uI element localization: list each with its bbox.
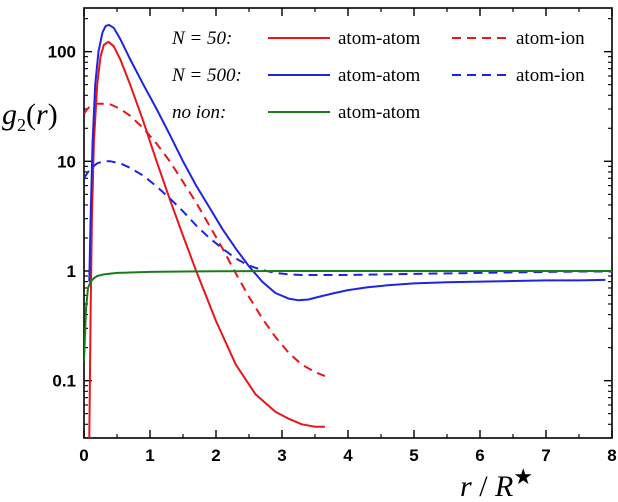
x-tick-label: 1 [145, 446, 154, 465]
legend-dashed-label: atom-ion [516, 28, 585, 49]
legend-group-label: no ion: [172, 102, 226, 123]
x-tick-label: 6 [475, 446, 484, 465]
n-50-atom-ion-line [84, 102, 326, 378]
series-group [84, 24, 612, 438]
y-tick-label: 0.1 [52, 372, 76, 391]
legend-solid-label: atom-atom [338, 65, 421, 86]
x-tick-label: 0 [79, 446, 88, 465]
legend: N = 50: atom-atom atom-ion N = 500: atom-ato… [171, 28, 585, 123]
legend-group-label: N = 50: [171, 28, 232, 49]
y-tick-label: 1 [67, 262, 76, 281]
axis-ticks: 0 1 2 3 4 5 6 7 8 0.1 1 10 100 [48, 8, 617, 465]
x-tick-label: 8 [607, 446, 616, 465]
x-tick-label: 5 [409, 446, 418, 465]
x-tick-label: 3 [277, 446, 286, 465]
n-500-atom-atom-line [88, 24, 606, 302]
n-500-atom-ion-line [84, 160, 612, 276]
no-ion-atom-atom-line [84, 270, 612, 362]
y-tick-label: 10 [57, 152, 76, 171]
x-tick-label: 7 [541, 446, 550, 465]
legend-solid-label: atom-atom [338, 102, 421, 123]
y-axis-title: g2(r) [2, 98, 58, 135]
legend-group-label: N = 500: [171, 65, 242, 86]
x-tick-label: 2 [211, 446, 220, 465]
legend-dashed-label: atom-ion [516, 65, 585, 86]
legend-solid-label: atom-atom [338, 28, 421, 49]
x-axis-title: r / R★ [460, 464, 533, 502]
n-50-atom-atom-line [88, 40, 325, 438]
x-tick-label: 4 [343, 446, 353, 465]
y-tick-label: 100 [48, 43, 76, 62]
